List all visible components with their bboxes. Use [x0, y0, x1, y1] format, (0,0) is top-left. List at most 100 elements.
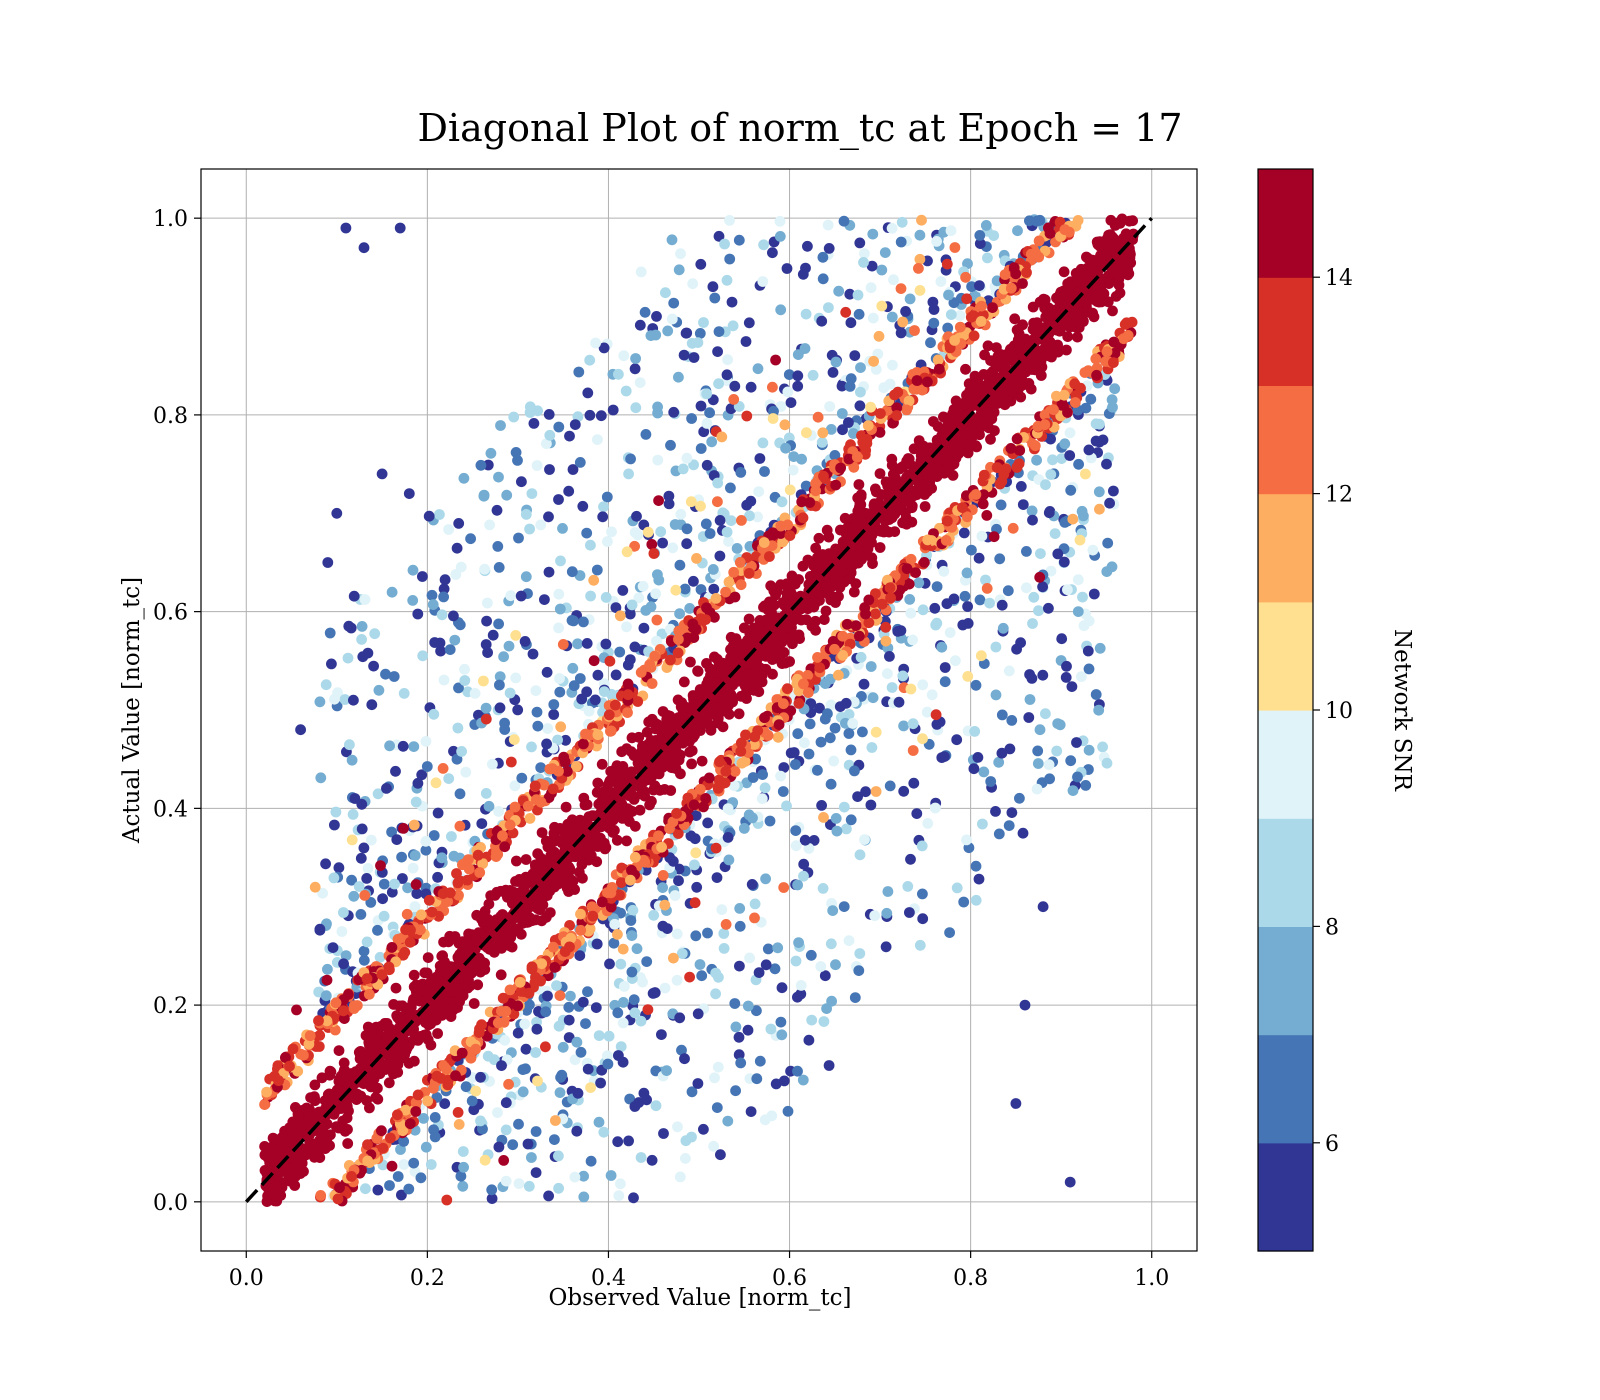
data-point — [917, 913, 929, 925]
data-point — [519, 636, 531, 647]
data-point — [760, 959, 772, 971]
data-point — [796, 453, 807, 465]
data-point — [674, 559, 686, 571]
data-point — [332, 1193, 344, 1205]
data-point — [398, 1136, 410, 1147]
data-point — [827, 905, 839, 916]
data-point — [854, 849, 866, 861]
data-point — [617, 1017, 629, 1029]
data-point — [721, 526, 733, 538]
data-point — [978, 369, 990, 380]
data-point — [618, 350, 630, 362]
data-point — [452, 877, 464, 889]
data-point — [712, 1061, 724, 1073]
data-point — [549, 1134, 560, 1145]
data-point — [818, 1016, 830, 1027]
data-point — [527, 648, 539, 660]
data-point — [544, 464, 555, 475]
data-point — [1051, 390, 1062, 402]
data-point — [729, 766, 741, 777]
data-point — [904, 293, 916, 305]
data-point — [1078, 620, 1090, 632]
data-point — [994, 553, 1006, 565]
data-point — [767, 527, 779, 539]
data-point — [802, 670, 814, 681]
data-point — [870, 608, 881, 620]
data-point — [691, 881, 703, 893]
data-point — [974, 230, 986, 241]
data-point — [797, 268, 809, 280]
data-point — [327, 942, 339, 953]
data-point — [541, 738, 552, 750]
data-point — [1043, 602, 1054, 614]
data-point — [833, 669, 844, 681]
data-point — [368, 660, 379, 672]
data-point — [1056, 633, 1068, 645]
data-point — [897, 670, 909, 682]
data-point — [676, 1044, 687, 1056]
data-point — [701, 459, 713, 471]
data-point — [356, 823, 368, 835]
data-point — [614, 610, 626, 622]
data-point — [373, 684, 385, 696]
data-point — [512, 1000, 524, 1012]
data-point — [767, 381, 778, 393]
data-point — [652, 719, 663, 730]
data-point — [1052, 718, 1064, 729]
data-point — [749, 898, 761, 910]
data-point — [565, 932, 577, 944]
data-point — [704, 528, 716, 539]
data-point — [584, 923, 596, 935]
data-point — [734, 557, 746, 568]
data-point — [773, 719, 785, 730]
data-point — [917, 733, 928, 745]
data-point — [1077, 591, 1088, 603]
data-point — [508, 734, 520, 745]
data-point — [1072, 215, 1084, 226]
data-point — [426, 906, 438, 918]
data-point — [1035, 370, 1047, 381]
data-point — [550, 1115, 561, 1126]
data-point — [865, 661, 877, 672]
data-point — [556, 1069, 568, 1081]
data-point — [684, 971, 695, 983]
data-point — [313, 1015, 324, 1027]
data-point — [1044, 773, 1055, 785]
data-point — [973, 873, 985, 885]
data-point — [592, 777, 604, 789]
data-point — [728, 780, 740, 792]
data-point — [412, 608, 424, 620]
data-point — [855, 651, 867, 663]
data-point — [524, 999, 535, 1011]
data-point — [444, 887, 456, 899]
data-point — [429, 637, 441, 648]
data-point — [835, 462, 846, 474]
data-point — [776, 1029, 788, 1041]
chart-title: Diagonal Plot of norm_tc at Epoch = 17 — [417, 106, 1182, 151]
data-point — [895, 327, 907, 339]
data-point — [355, 852, 367, 864]
data-point — [604, 655, 616, 667]
data-point — [980, 220, 992, 231]
data-point — [854, 400, 866, 412]
data-point — [622, 707, 633, 718]
data-point — [321, 1015, 333, 1027]
data-point — [981, 510, 993, 521]
data-point — [644, 659, 656, 670]
data-point — [1059, 438, 1071, 450]
data-point — [578, 1191, 590, 1203]
data-point — [931, 236, 942, 247]
data-point — [435, 1072, 447, 1084]
data-point — [361, 936, 373, 948]
data-point — [1029, 440, 1041, 452]
data-point — [1051, 745, 1063, 757]
data-point — [588, 574, 600, 586]
data-point — [432, 807, 444, 819]
data-point — [825, 699, 837, 711]
data-point — [443, 524, 454, 535]
data-point — [640, 605, 652, 616]
data-point — [882, 886, 894, 897]
data-point — [365, 897, 377, 908]
data-point — [582, 1063, 594, 1075]
data-point — [1094, 436, 1105, 448]
